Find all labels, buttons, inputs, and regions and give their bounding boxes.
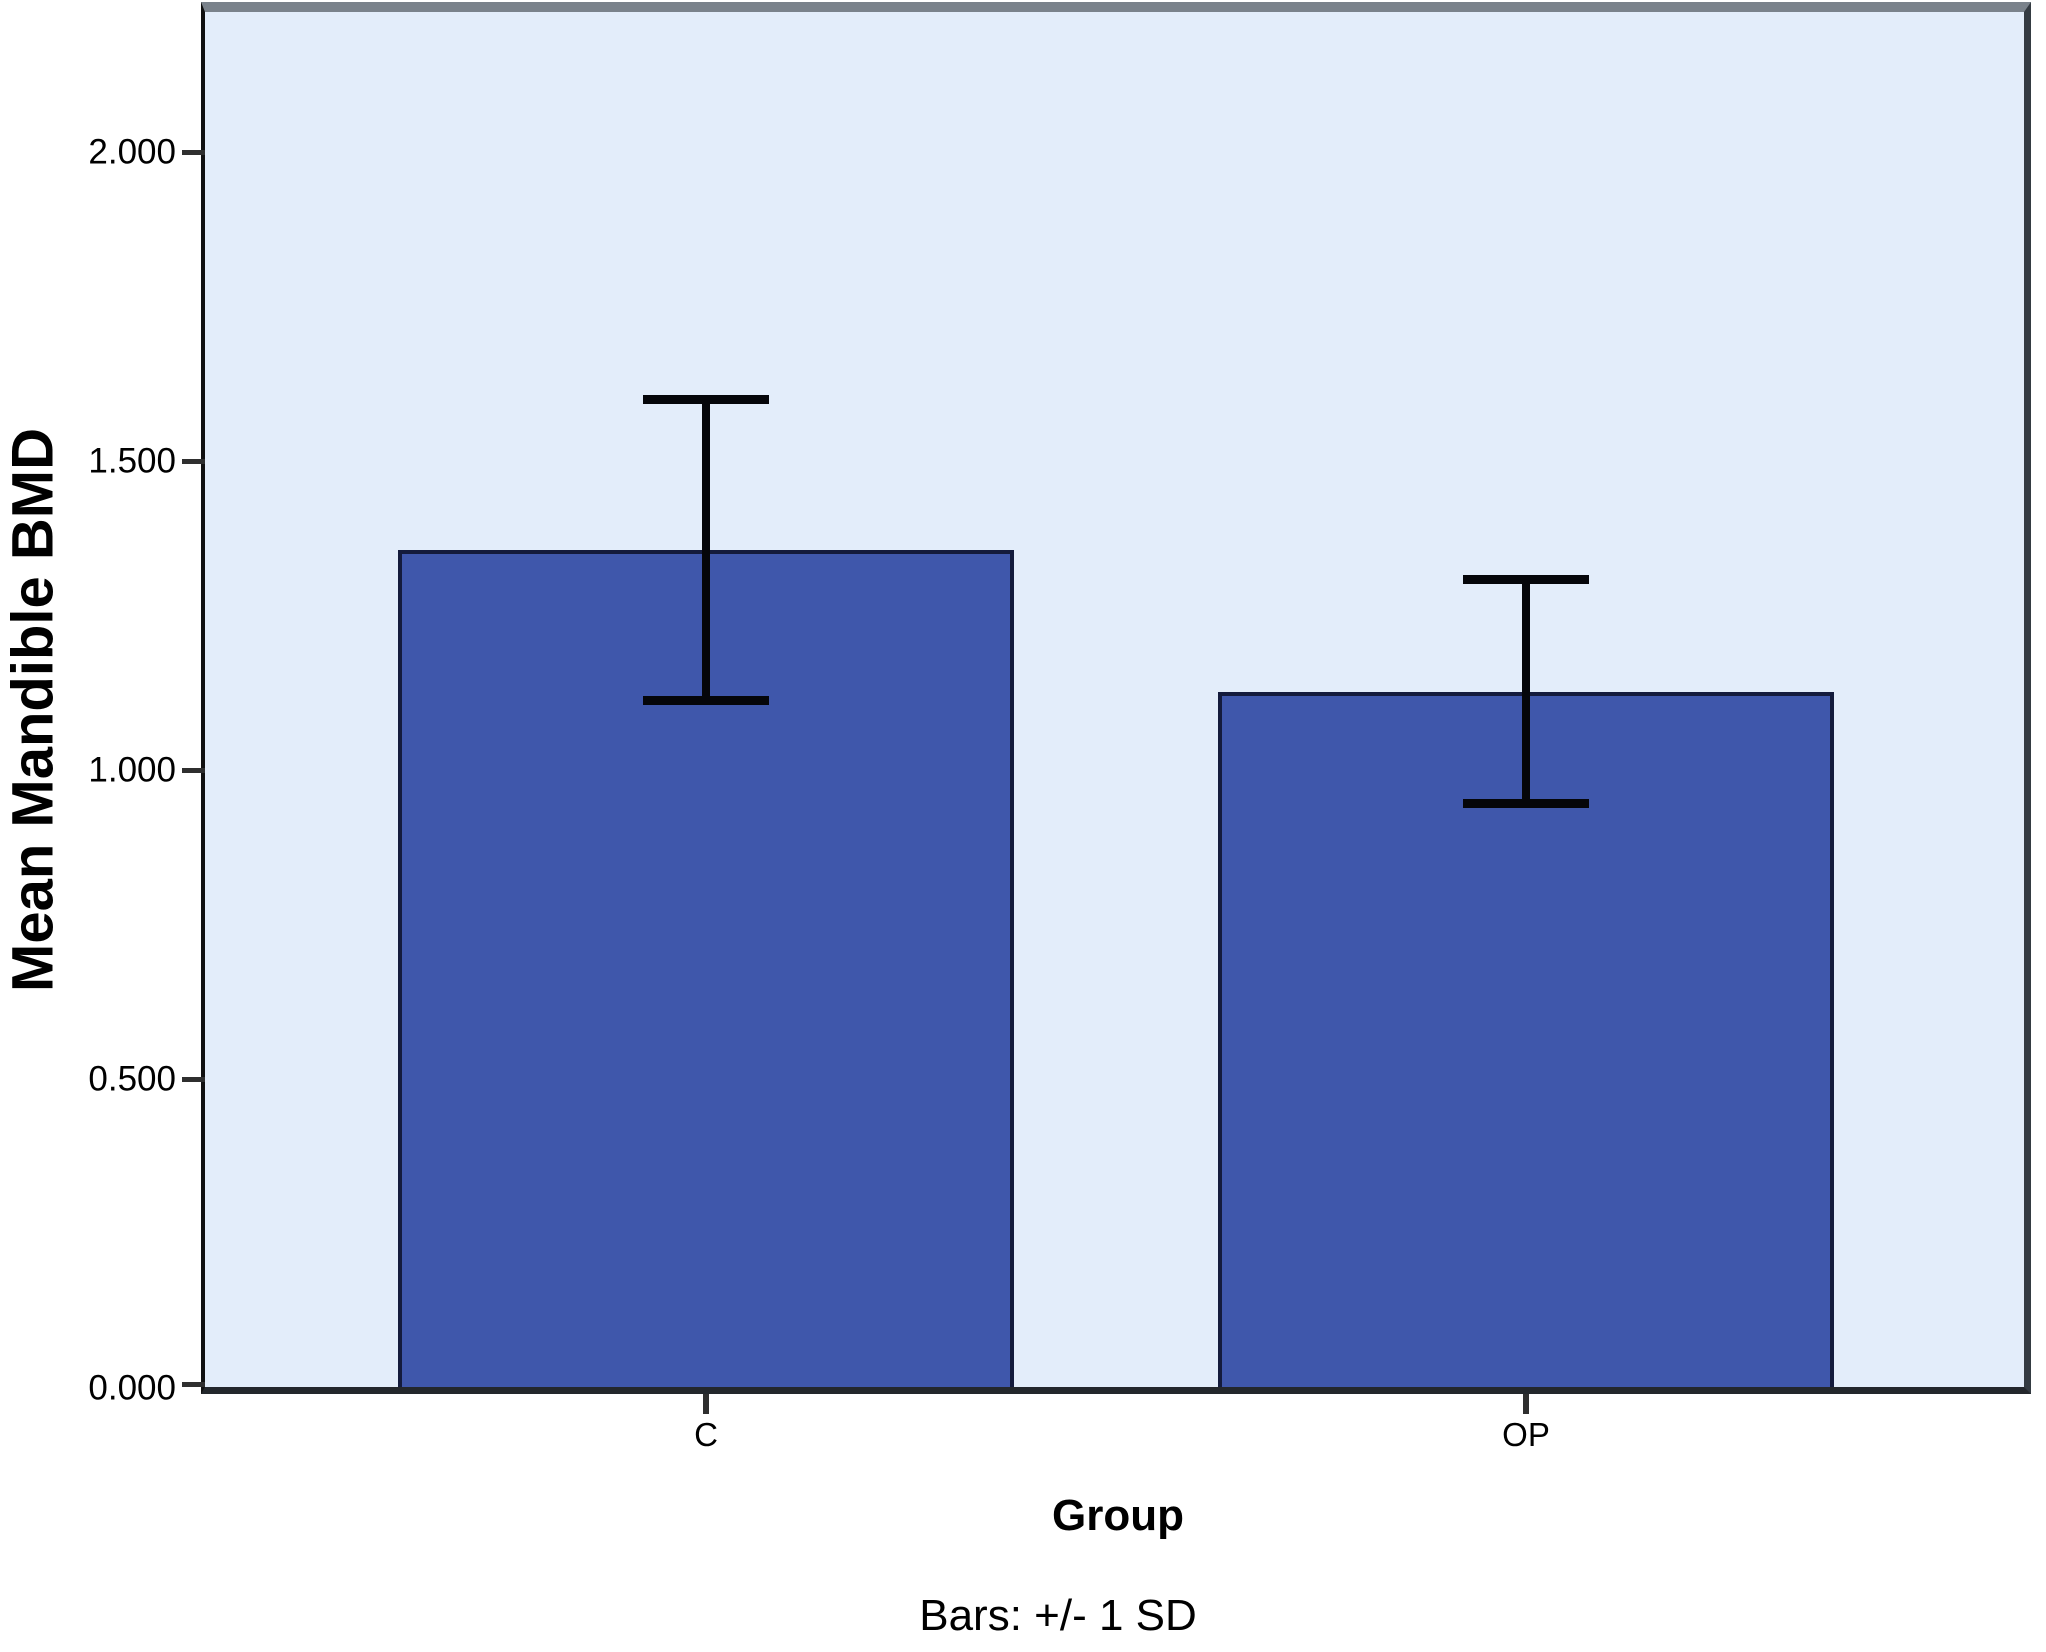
error-bar-stem	[702, 399, 710, 701]
y-tick-label: 0.500	[88, 1059, 176, 1099]
chart-footnote: Bars: +/- 1 SD	[919, 1591, 1197, 1640]
y-tick-label: 1.500	[88, 441, 176, 481]
y-tick-mark	[182, 1077, 205, 1082]
y-tick-label: 2.000	[88, 132, 176, 172]
y-tick-label: 1.000	[88, 750, 176, 790]
y-tick-mark	[182, 768, 205, 773]
x-tick-label-c: C	[694, 1416, 718, 1453]
x-tick-label-op: OP	[1502, 1416, 1550, 1453]
error-bar-stem	[1522, 579, 1530, 803]
error-bar-cap-top	[1463, 575, 1589, 585]
error-bar-cap-bottom	[1463, 798, 1589, 808]
x-axis-title: Group	[1052, 1491, 1184, 1540]
error-bar-cap-bottom	[643, 696, 769, 706]
x-tick-mark	[703, 1394, 709, 1414]
error-bar-cap-top	[643, 395, 769, 405]
y-axis-title: Mean Mandible BMD	[0, 428, 66, 992]
y-tick-label: 0.000	[88, 1368, 176, 1408]
y-tick-mark	[182, 1382, 205, 1387]
y-tick-mark	[182, 150, 205, 155]
x-tick-mark	[1523, 1394, 1529, 1414]
y-tick-mark	[182, 459, 205, 464]
bar-op	[1218, 692, 1834, 1387]
